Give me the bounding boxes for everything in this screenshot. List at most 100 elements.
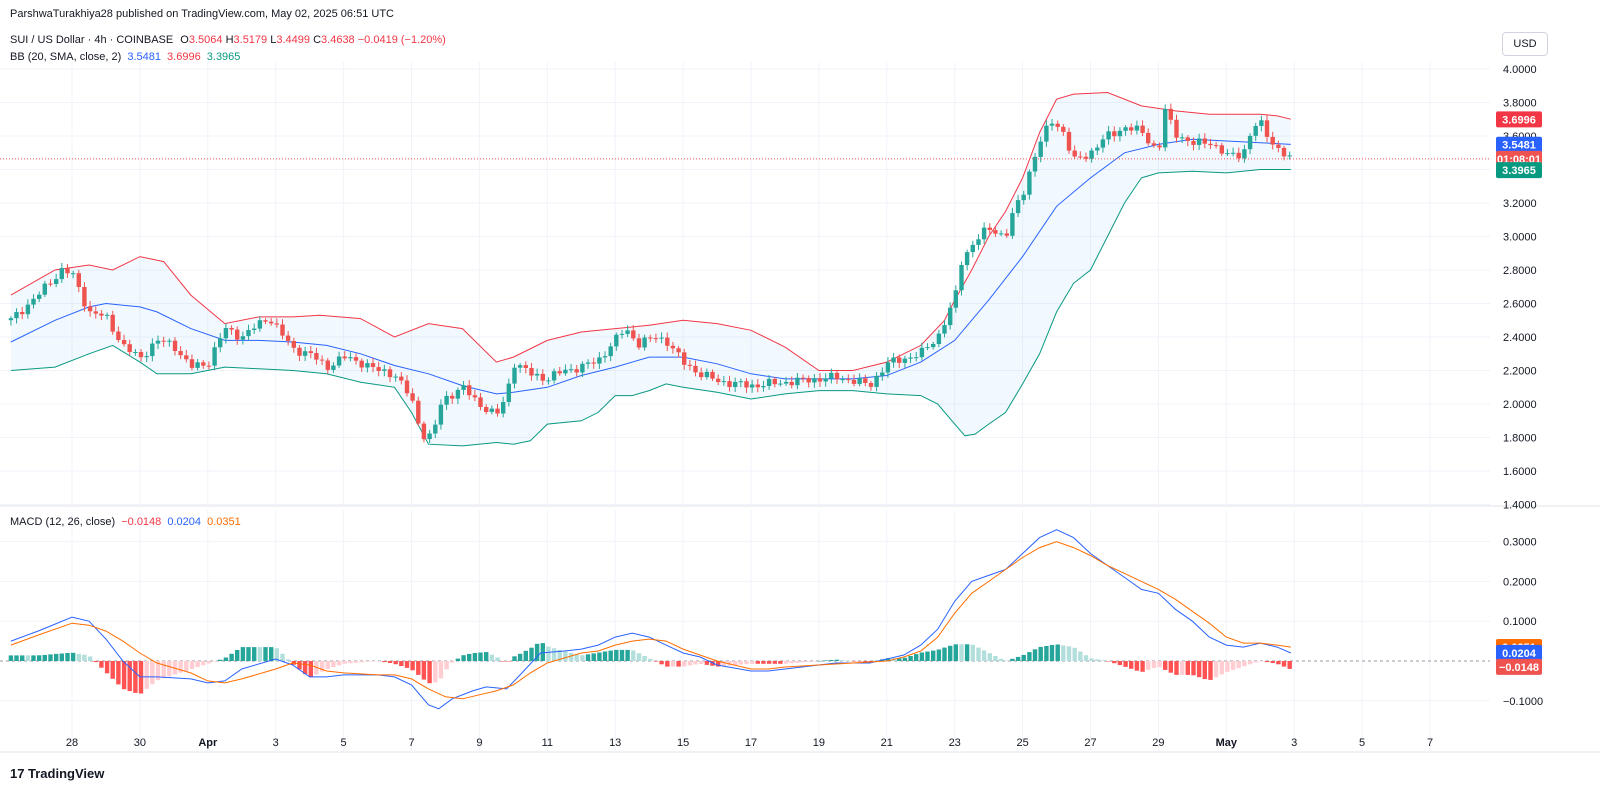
macd-hist-bar[interactable] <box>472 653 478 661</box>
macd-hist-bar[interactable] <box>229 653 234 661</box>
candle-body[interactable] <box>874 375 879 387</box>
macd-hist-bar[interactable] <box>1055 644 1060 662</box>
macd-hist-bar[interactable] <box>212 661 217 662</box>
macd-hist-bar[interactable] <box>1089 658 1094 661</box>
candle-body[interactable] <box>82 287 87 307</box>
candle-body[interactable] <box>495 408 500 414</box>
candle-body[interactable] <box>1242 149 1247 159</box>
macd-hist-bar[interactable] <box>897 658 902 661</box>
candle-body[interactable] <box>687 364 693 366</box>
macd-hist-bar[interactable] <box>908 656 913 661</box>
macd-hist-bar[interactable] <box>851 661 857 662</box>
macd-hist-bar[interactable] <box>761 661 766 664</box>
macd-hist-bar[interactable] <box>438 661 444 679</box>
candle-body[interactable] <box>308 351 313 353</box>
macd-hist-bar[interactable] <box>1225 661 1230 672</box>
candle-body[interactable] <box>229 328 234 330</box>
macd-hist-bar[interactable] <box>925 651 930 662</box>
candle-body[interactable] <box>450 395 455 399</box>
macd-hist-bar[interactable] <box>517 653 523 661</box>
macd-hist-bar[interactable] <box>1196 661 1202 678</box>
candle-body[interactable] <box>1281 147 1287 157</box>
candle-body[interactable] <box>172 340 178 351</box>
macd-hist-bar[interactable] <box>840 660 845 661</box>
macd-hist-bar[interactable] <box>1129 661 1134 669</box>
candle-body[interactable] <box>834 372 840 380</box>
macd-hist-bar[interactable] <box>1157 661 1162 668</box>
candle-body[interactable] <box>778 383 783 385</box>
macd-hist-bar[interactable] <box>772 661 777 664</box>
macd-hist-bar[interactable] <box>580 655 585 661</box>
candle-body[interactable] <box>676 348 681 353</box>
candle-body[interactable] <box>891 357 896 363</box>
candle-body[interactable] <box>602 356 608 358</box>
candle-body[interactable] <box>1270 136 1275 145</box>
candle-body[interactable] <box>31 298 36 305</box>
candle-body[interactable] <box>285 335 291 341</box>
macd-hist-bar[interactable] <box>99 661 104 668</box>
candle-body[interactable] <box>472 395 478 398</box>
macd-hist-bar[interactable] <box>1061 645 1066 661</box>
candle-body[interactable] <box>1151 143 1157 146</box>
macd-hist-bar[interactable] <box>1146 661 1151 670</box>
candle-body[interactable] <box>138 352 144 358</box>
macd-hist-bar[interactable] <box>585 654 591 661</box>
signal-line[interactable] <box>10 541 1291 700</box>
candle-body[interactable] <box>376 367 381 371</box>
macd-hist-bar[interactable] <box>1123 661 1128 667</box>
macd-hist-bar[interactable] <box>240 647 246 661</box>
candle-body[interactable] <box>218 338 223 348</box>
macd-hist-bar[interactable] <box>263 647 268 661</box>
candle-body[interactable] <box>325 360 330 370</box>
candle-body[interactable] <box>1004 233 1009 236</box>
macd-hist-bar[interactable] <box>274 648 279 661</box>
macd-hist-bar[interactable] <box>416 661 421 675</box>
macd-hist-bar[interactable] <box>529 647 534 661</box>
macd-hist-bar[interactable] <box>110 661 115 679</box>
candle-body[interactable] <box>800 377 806 379</box>
macd-hist-bar[interactable] <box>964 644 970 661</box>
candle-body[interactable] <box>223 328 229 339</box>
macd-hist-bar[interactable] <box>297 661 302 670</box>
candle-body[interactable] <box>568 369 574 371</box>
candle-body[interactable] <box>1157 145 1162 148</box>
macd-hist-bar[interactable] <box>931 650 936 661</box>
candle-body[interactable] <box>761 386 766 388</box>
macd-hist-bar[interactable] <box>789 661 794 664</box>
candle-body[interactable] <box>37 294 42 299</box>
candle-body[interactable] <box>8 318 14 321</box>
candle-body[interactable] <box>981 227 987 240</box>
candle-body[interactable] <box>291 341 296 348</box>
candle-body[interactable] <box>331 365 336 370</box>
macd-hist-bar[interactable] <box>1247 661 1253 665</box>
candle-body[interactable] <box>489 408 494 412</box>
macd-hist-bar[interactable] <box>795 661 800 663</box>
candle-body[interactable] <box>1219 145 1224 154</box>
candle-body[interactable] <box>1112 131 1117 137</box>
macd-hist-bar[interactable] <box>993 656 998 661</box>
macd-hist-bar[interactable] <box>223 657 229 662</box>
macd-hist-bar[interactable] <box>619 649 625 661</box>
macd-hist-bar[interactable] <box>885 658 891 661</box>
macd-hist-bar[interactable] <box>1163 661 1168 670</box>
candle-body[interactable] <box>201 362 206 366</box>
candle-body[interactable] <box>150 343 155 357</box>
candle-body[interactable] <box>591 362 596 364</box>
candle-body[interactable] <box>14 312 19 319</box>
candle-body[interactable] <box>1202 138 1207 144</box>
macd-hist-bar[interactable] <box>376 661 381 662</box>
bb-upper-line[interactable] <box>10 91 1291 371</box>
candle-body[interactable] <box>252 328 257 330</box>
macd-hist-bar[interactable] <box>285 659 291 661</box>
candle-body[interactable] <box>551 371 557 381</box>
candle-body[interactable] <box>20 312 25 315</box>
candle-body[interactable] <box>116 331 121 341</box>
candle-body[interactable] <box>155 340 161 344</box>
macd-hist-bar[interactable] <box>393 661 398 665</box>
macd-hist-bar[interactable] <box>1021 654 1026 661</box>
macd-hist-bar[interactable] <box>421 661 427 680</box>
macd-hist-bar[interactable] <box>976 647 981 661</box>
candle-body[interactable] <box>964 252 970 266</box>
candle-body[interactable] <box>70 273 76 275</box>
candle-body[interactable] <box>393 376 398 378</box>
